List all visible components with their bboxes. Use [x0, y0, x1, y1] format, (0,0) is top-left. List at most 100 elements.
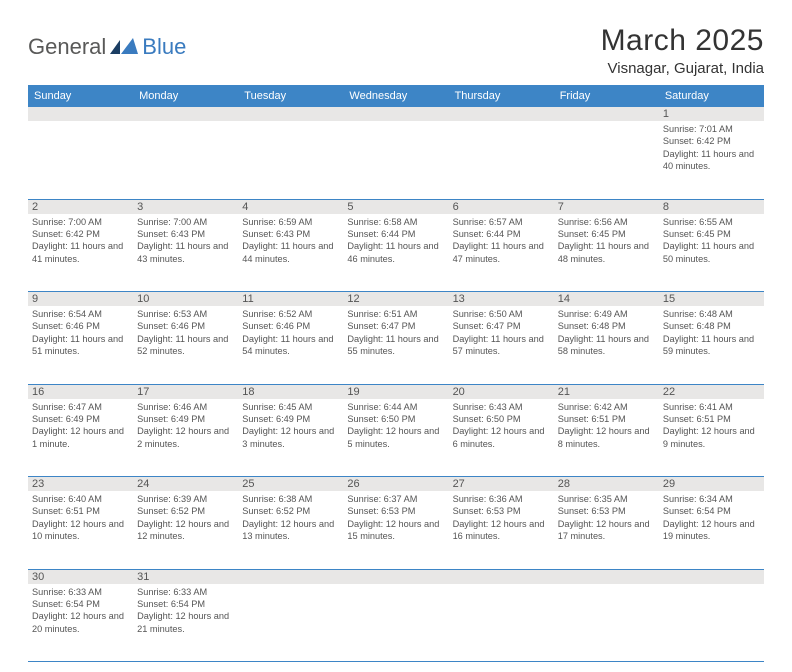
day-cell: Sunrise: 6:48 AMSunset: 6:48 PMDaylight:… — [659, 306, 764, 384]
day-cell: Sunrise: 6:34 AMSunset: 6:54 PMDaylight:… — [659, 491, 764, 569]
day-number-cell: 1 — [659, 107, 764, 121]
day-cell: Sunrise: 6:44 AMSunset: 6:50 PMDaylight:… — [343, 399, 448, 477]
day-number-cell: 9 — [28, 292, 133, 307]
day-number: 12 — [347, 293, 359, 305]
day-details: Sunrise: 6:52 AMSunset: 6:46 PMDaylight:… — [242, 308, 339, 358]
day-cell: Sunrise: 6:45 AMSunset: 6:49 PMDaylight:… — [238, 399, 343, 477]
day-number-cell — [659, 569, 764, 584]
day-cell — [554, 584, 659, 662]
day-details: Sunrise: 6:58 AMSunset: 6:44 PMDaylight:… — [347, 216, 444, 266]
day-details: Sunrise: 6:54 AMSunset: 6:46 PMDaylight:… — [32, 308, 129, 358]
day-number-cell: 13 — [449, 292, 554, 307]
day-number-cell: 6 — [449, 199, 554, 214]
day-number-cell — [449, 107, 554, 121]
day-number: 17 — [137, 386, 149, 398]
day-number: 22 — [663, 386, 675, 398]
day-cell: Sunrise: 6:39 AMSunset: 6:52 PMDaylight:… — [133, 491, 238, 569]
month-title: March 2025 — [601, 24, 764, 58]
day-number-cell: 11 — [238, 292, 343, 307]
day-number: 23 — [32, 478, 44, 490]
day-cell — [238, 584, 343, 662]
day-cell: Sunrise: 6:53 AMSunset: 6:46 PMDaylight:… — [133, 306, 238, 384]
day-number-cell — [554, 569, 659, 584]
weekday-header: Tuesday — [238, 85, 343, 107]
day-number: 5 — [347, 201, 353, 213]
day-details: Sunrise: 6:55 AMSunset: 6:45 PMDaylight:… — [663, 216, 760, 266]
day-details: Sunrise: 6:49 AMSunset: 6:48 PMDaylight:… — [558, 308, 655, 358]
day-number: 29 — [663, 478, 675, 490]
day-number-cell: 14 — [554, 292, 659, 307]
logo-flag-icon — [110, 38, 140, 56]
day-number: 28 — [558, 478, 570, 490]
location-text: Visnagar, Gujarat, India — [601, 60, 764, 77]
day-number: 2 — [32, 201, 38, 213]
day-number-row: 9101112131415 — [28, 292, 764, 307]
day-cell: Sunrise: 6:52 AMSunset: 6:46 PMDaylight:… — [238, 306, 343, 384]
page: General Blue March 2025 Visnagar, Gujara… — [0, 0, 792, 672]
day-details: Sunrise: 6:36 AMSunset: 6:53 PMDaylight:… — [453, 493, 550, 543]
day-number-row: 30 31 — [28, 569, 764, 584]
day-details: Sunrise: 7:00 AMSunset: 6:42 PMDaylight:… — [32, 216, 129, 266]
day-number: 6 — [453, 201, 459, 213]
day-number: 21 — [558, 386, 570, 398]
day-details: Sunrise: 6:41 AMSunset: 6:51 PMDaylight:… — [663, 401, 760, 451]
day-number-cell: 8 — [659, 199, 764, 214]
day-details: Sunrise: 6:37 AMSunset: 6:53 PMDaylight:… — [347, 493, 444, 543]
day-content-row: Sunrise: 6:33 AMSunset: 6:54 PMDaylight:… — [28, 584, 764, 662]
day-number-cell: 21 — [554, 384, 659, 399]
day-details: Sunrise: 6:44 AMSunset: 6:50 PMDaylight:… — [347, 401, 444, 451]
day-details: Sunrise: 6:53 AMSunset: 6:46 PMDaylight:… — [137, 308, 234, 358]
day-details: Sunrise: 6:46 AMSunset: 6:49 PMDaylight:… — [137, 401, 234, 451]
day-number-cell: 26 — [343, 477, 448, 492]
day-content-row: Sunrise: 6:47 AMSunset: 6:49 PMDaylight:… — [28, 399, 764, 477]
day-cell: Sunrise: 6:41 AMSunset: 6:51 PMDaylight:… — [659, 399, 764, 477]
weekday-header: Friday — [554, 85, 659, 107]
day-details: Sunrise: 6:50 AMSunset: 6:47 PMDaylight:… — [453, 308, 550, 358]
day-details: Sunrise: 6:45 AMSunset: 6:49 PMDaylight:… — [242, 401, 339, 451]
day-details: Sunrise: 6:51 AMSunset: 6:47 PMDaylight:… — [347, 308, 444, 358]
day-content-row: Sunrise: 7:01 AMSunset: 6:42 PMDaylight:… — [28, 121, 764, 199]
day-number-cell: 16 — [28, 384, 133, 399]
day-cell — [343, 584, 448, 662]
day-cell: Sunrise: 6:49 AMSunset: 6:48 PMDaylight:… — [554, 306, 659, 384]
day-cell: Sunrise: 6:56 AMSunset: 6:45 PMDaylight:… — [554, 214, 659, 292]
day-number: 7 — [558, 201, 564, 213]
day-details: Sunrise: 6:35 AMSunset: 6:53 PMDaylight:… — [558, 493, 655, 543]
day-details: Sunrise: 6:47 AMSunset: 6:49 PMDaylight:… — [32, 401, 129, 451]
day-number: 10 — [137, 293, 149, 305]
day-details: Sunrise: 7:01 AMSunset: 6:42 PMDaylight:… — [663, 123, 760, 173]
day-number-row: 2345678 — [28, 199, 764, 214]
weekday-header-row: SundayMondayTuesdayWednesdayThursdayFrid… — [28, 85, 764, 107]
logo: General Blue — [28, 34, 186, 60]
day-number-cell: 10 — [133, 292, 238, 307]
day-details: Sunrise: 6:59 AMSunset: 6:43 PMDaylight:… — [242, 216, 339, 266]
weekday-header: Wednesday — [343, 85, 448, 107]
day-cell: Sunrise: 6:43 AMSunset: 6:50 PMDaylight:… — [449, 399, 554, 477]
day-cell: Sunrise: 7:00 AMSunset: 6:43 PMDaylight:… — [133, 214, 238, 292]
day-number-cell — [28, 107, 133, 121]
day-number: 30 — [32, 571, 44, 583]
day-number-row: 1 — [28, 107, 764, 121]
day-number-cell: 19 — [343, 384, 448, 399]
day-number-cell: 29 — [659, 477, 764, 492]
day-number-cell — [238, 107, 343, 121]
day-number-cell: 28 — [554, 477, 659, 492]
day-cell: Sunrise: 6:50 AMSunset: 6:47 PMDaylight:… — [449, 306, 554, 384]
day-number: 19 — [347, 386, 359, 398]
day-number: 13 — [453, 293, 465, 305]
day-cell: Sunrise: 6:33 AMSunset: 6:54 PMDaylight:… — [133, 584, 238, 662]
title-block: March 2025 Visnagar, Gujarat, India — [601, 24, 764, 77]
day-number-cell: 5 — [343, 199, 448, 214]
day-number: 31 — [137, 571, 149, 583]
day-details: Sunrise: 6:43 AMSunset: 6:50 PMDaylight:… — [453, 401, 550, 451]
day-number-cell: 4 — [238, 199, 343, 214]
logo-text-blue: Blue — [142, 34, 186, 60]
day-details: Sunrise: 6:56 AMSunset: 6:45 PMDaylight:… — [558, 216, 655, 266]
day-number-cell: 23 — [28, 477, 133, 492]
calendar-table: SundayMondayTuesdayWednesdayThursdayFrid… — [28, 85, 764, 662]
day-number: 9 — [32, 293, 38, 305]
day-cell: Sunrise: 6:40 AMSunset: 6:51 PMDaylight:… — [28, 491, 133, 569]
day-number: 16 — [32, 386, 44, 398]
day-number: 11 — [242, 293, 253, 305]
day-number-cell: 27 — [449, 477, 554, 492]
